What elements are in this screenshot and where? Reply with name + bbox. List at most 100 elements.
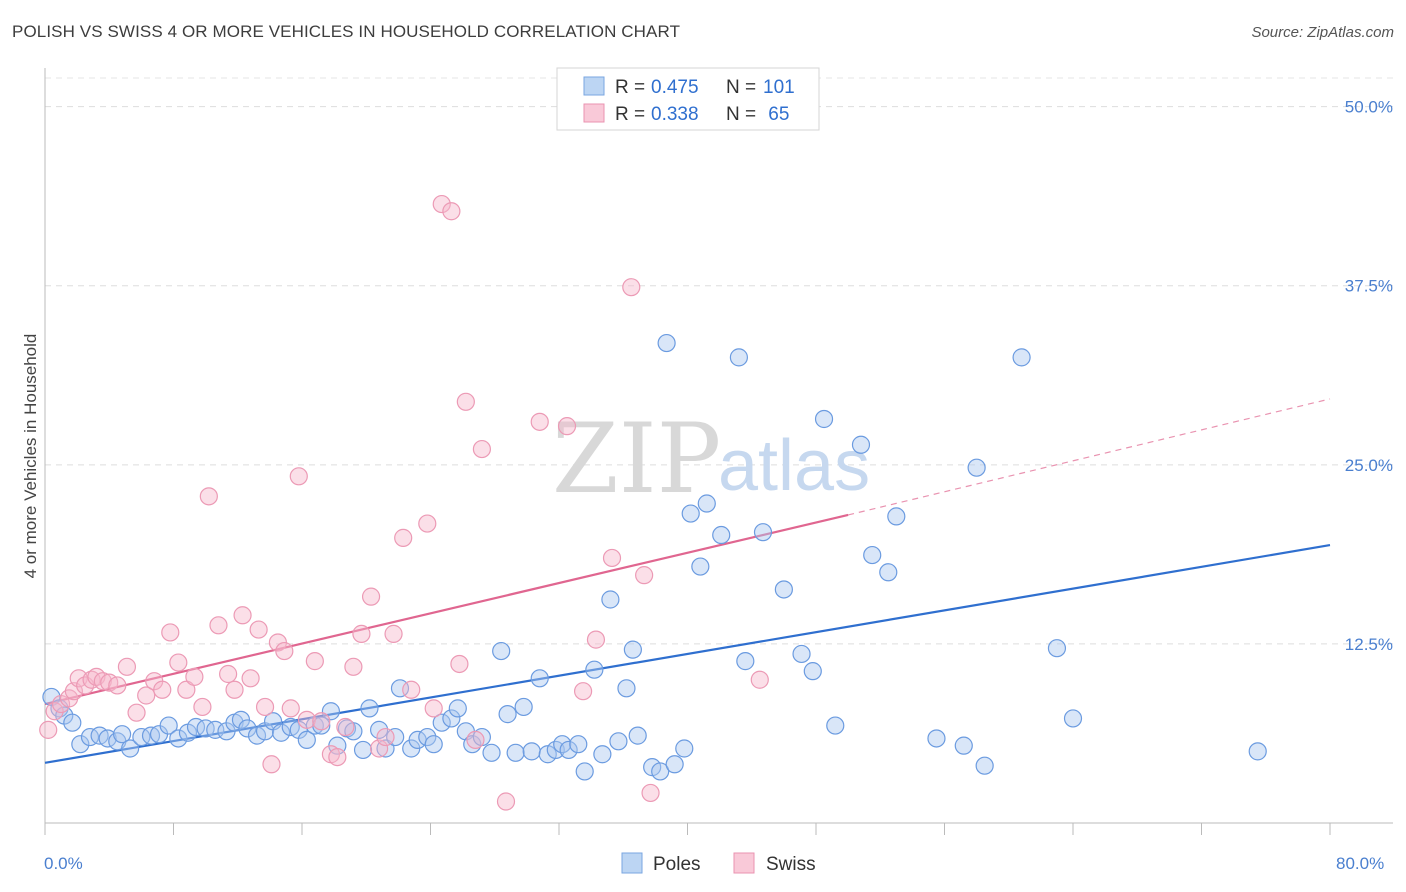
poles-point-74 bbox=[651, 762, 670, 781]
swiss-point-1 bbox=[45, 702, 64, 721]
data-points bbox=[39, 194, 1267, 811]
y-tick-label-2: 37.5% bbox=[1345, 277, 1393, 296]
swiss-point-56 bbox=[472, 439, 491, 459]
swiss-point-49 bbox=[418, 514, 437, 533]
poles-point-45 bbox=[418, 727, 437, 747]
swiss-point-33 bbox=[281, 699, 300, 718]
poles-point-55 bbox=[498, 705, 517, 724]
swiss-point-27 bbox=[241, 669, 260, 688]
swiss-point-50 bbox=[424, 699, 443, 718]
poles-point-95 bbox=[954, 736, 973, 755]
poles-point-72 bbox=[628, 726, 647, 745]
source-label: Source: ZipAtlas.com bbox=[1251, 24, 1394, 41]
swiss-point-18 bbox=[169, 653, 188, 672]
poles-point-37 bbox=[353, 740, 373, 760]
watermark-zip: ZIP bbox=[552, 403, 721, 515]
poles-point-91 bbox=[863, 545, 882, 565]
poles-point-79 bbox=[691, 557, 710, 576]
poles-point-97 bbox=[975, 756, 994, 775]
swiss-point-58 bbox=[530, 412, 549, 431]
swiss-point-46 bbox=[384, 624, 403, 643]
swiss-point-64 bbox=[635, 566, 654, 585]
swiss-point-17 bbox=[161, 623, 180, 642]
poles-point-46 bbox=[424, 735, 443, 754]
bottom-legend-swatch-poles bbox=[621, 852, 643, 874]
swiss-point-37 bbox=[312, 712, 331, 731]
swiss-point-35 bbox=[297, 710, 316, 729]
poles-point-80 bbox=[697, 494, 716, 513]
poles-point-64 bbox=[569, 735, 588, 754]
poles-point-3 bbox=[63, 713, 82, 732]
watermark-atlas: atlas bbox=[718, 426, 870, 506]
poles-point-71 bbox=[623, 640, 642, 659]
poles-point-30 bbox=[297, 730, 316, 750]
swiss-point-53 bbox=[450, 654, 469, 674]
bottom-legend: Poles Swiss bbox=[621, 852, 816, 875]
poles-point-11 bbox=[132, 727, 151, 747]
poles-point-98 bbox=[1012, 348, 1031, 367]
trendline-swiss bbox=[44, 513, 849, 706]
swiss-point-60 bbox=[573, 682, 593, 701]
legend-swatch-poles bbox=[583, 76, 605, 96]
poles-point-68 bbox=[601, 590, 620, 609]
trendline-poles bbox=[44, 543, 1331, 764]
x-tick-max: 80.0% bbox=[1336, 854, 1384, 873]
swiss-point-20 bbox=[185, 667, 204, 686]
poles-point-85 bbox=[774, 580, 793, 599]
swiss-point-66 bbox=[750, 670, 769, 689]
bottom-legend-poles: Poles bbox=[653, 854, 701, 875]
poles-point-14 bbox=[159, 716, 178, 735]
poles-point-93 bbox=[887, 507, 906, 526]
legend-n-value-poles: 101 bbox=[763, 77, 795, 98]
swiss-point-40 bbox=[336, 717, 355, 737]
poles-point-47 bbox=[432, 713, 451, 732]
swiss-point-41 bbox=[344, 657, 363, 676]
swiss-point-63 bbox=[622, 278, 641, 297]
swiss-point-51 bbox=[432, 194, 451, 214]
legend-r-label-swiss: R = bbox=[615, 104, 645, 125]
swiss-point-59 bbox=[557, 417, 577, 436]
poles-point-23 bbox=[238, 719, 257, 738]
swiss-point-34 bbox=[289, 467, 308, 486]
poles-point-66 bbox=[585, 660, 604, 679]
swiss-point-23 bbox=[209, 616, 228, 635]
chart-title: POLISH VS SWISS 4 OR MORE VEHICLES IN HO… bbox=[12, 22, 681, 41]
poles-point-59 bbox=[530, 669, 549, 688]
poles-point-48 bbox=[442, 709, 461, 728]
poles-point-92 bbox=[879, 563, 898, 582]
bottom-legend-swatch-swiss bbox=[733, 852, 755, 874]
swiss-point-26 bbox=[233, 606, 252, 625]
poles-point-89 bbox=[826, 716, 845, 735]
legend-n-label-poles: N = bbox=[726, 77, 756, 98]
swiss-point-47 bbox=[394, 528, 413, 547]
swiss-point-11 bbox=[108, 676, 127, 695]
swiss-point-65 bbox=[641, 783, 660, 803]
poles-point-17 bbox=[186, 717, 206, 737]
poles-point-39 bbox=[370, 720, 389, 739]
poles-point-18 bbox=[196, 719, 215, 738]
poles-point-87 bbox=[803, 662, 822, 681]
swiss-point-0 bbox=[39, 720, 58, 739]
swiss-point-48 bbox=[402, 680, 421, 699]
poles-point-67 bbox=[593, 745, 612, 764]
legend-r-value-poles: 0.475 bbox=[651, 77, 699, 98]
swiss-point-21 bbox=[193, 697, 212, 717]
trendline-swiss-extension bbox=[847, 398, 1331, 516]
poles-point-70 bbox=[617, 679, 636, 698]
poles-point-69 bbox=[609, 732, 628, 751]
poles-point-101 bbox=[1248, 742, 1267, 761]
axes bbox=[44, 68, 1393, 835]
swiss-point-43 bbox=[361, 587, 381, 606]
legend-n-value-swiss: 65 bbox=[763, 104, 789, 125]
legend-swatch-swiss bbox=[583, 103, 605, 123]
poles-point-58 bbox=[522, 742, 541, 761]
y-tick-labels: 12.5% 25.0% 37.5% 50.0% bbox=[1345, 98, 1393, 654]
swiss-point-52 bbox=[442, 202, 461, 221]
x-tick-min: 0.0% bbox=[44, 854, 83, 873]
y-axis-label: 4 or more Vehicles in Household bbox=[21, 334, 40, 579]
swiss-point-62 bbox=[602, 548, 622, 568]
y-tick-label-3: 50.0% bbox=[1345, 98, 1393, 117]
poles-point-5 bbox=[80, 727, 100, 747]
swiss-point-13 bbox=[127, 703, 146, 722]
